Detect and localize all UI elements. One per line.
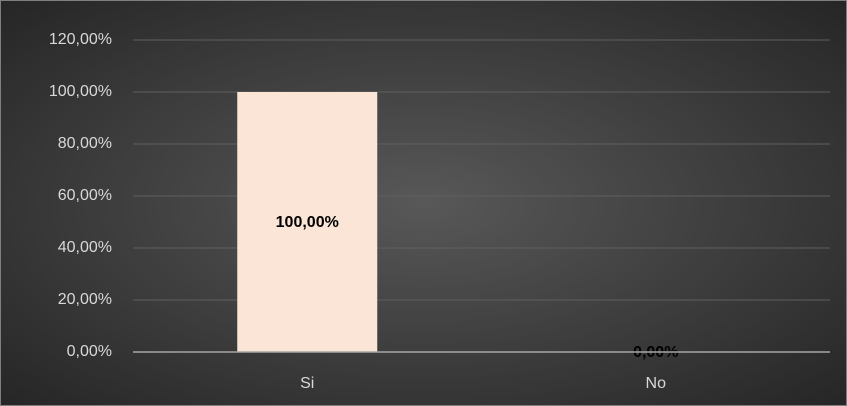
bar: [237, 92, 378, 352]
y-tick-label: 120,00%: [49, 31, 112, 48]
y-tick-label: 40,00%: [58, 239, 112, 256]
x-tick-label: Si: [300, 375, 314, 392]
y-tick-label: 60,00%: [58, 187, 112, 204]
y-tick-label: 100,00%: [49, 83, 112, 100]
y-tick-label: 0,00%: [67, 343, 112, 360]
y-tick-label: 80,00%: [58, 135, 112, 152]
y-tick-label: 20,00%: [58, 291, 112, 308]
x-tick-label: No: [646, 375, 667, 392]
value-label: 100,00%: [276, 214, 339, 231]
